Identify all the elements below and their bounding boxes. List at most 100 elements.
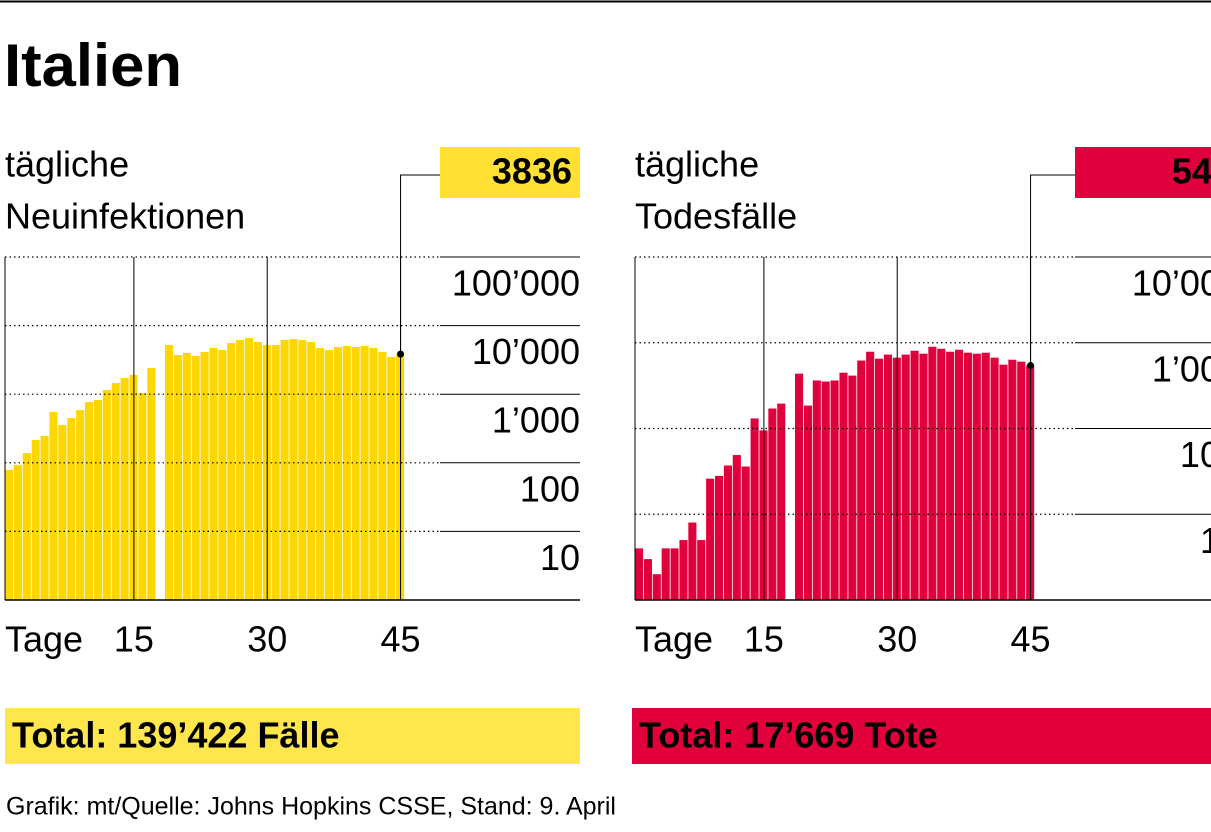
bar [298, 340, 307, 600]
x-tick-label: 30 [877, 619, 917, 660]
total-label: Total: 17’669 Tote [639, 715, 938, 756]
bar [910, 350, 919, 600]
bar [31, 439, 40, 600]
bar [688, 522, 697, 600]
chart-subtitle: Neuinfektionen [5, 196, 245, 237]
bar [715, 475, 724, 600]
y-tick-label: 100 [1180, 434, 1211, 475]
chart-subtitle: tägliche [635, 144, 759, 185]
callout-value: 3836 [492, 151, 572, 192]
y-tick-label: 1’000 [1152, 348, 1211, 389]
bar [49, 412, 58, 600]
bar [723, 465, 732, 600]
bar [236, 340, 245, 600]
callout-box [1075, 147, 1211, 198]
bar [165, 345, 174, 600]
bar [955, 349, 964, 600]
y-tick-label: 100’000 [452, 263, 580, 304]
bar [1017, 361, 1026, 600]
bar [732, 455, 741, 600]
bar [928, 346, 937, 600]
bar [209, 348, 218, 600]
bar [901, 354, 910, 600]
bar [812, 380, 821, 600]
callout-leader [400, 174, 440, 355]
bar [830, 380, 839, 600]
bar [120, 378, 129, 600]
page-title: Italien [4, 32, 182, 99]
bar [325, 350, 334, 600]
bar [821, 381, 830, 600]
bar [307, 341, 316, 600]
bar [280, 340, 289, 600]
bar [111, 383, 120, 600]
callout-leader [1030, 174, 1075, 366]
bar [661, 548, 670, 600]
bar [946, 351, 955, 600]
bar [5, 469, 14, 600]
bar [93, 400, 102, 600]
bar [253, 341, 262, 600]
bar [387, 356, 396, 600]
y-tick-label: 100 [520, 468, 580, 509]
y-tick-label: 10’000 [1132, 263, 1211, 304]
bar [919, 353, 928, 600]
x-axis-label: Tage [635, 619, 713, 660]
bar [972, 353, 981, 600]
callout-dot [397, 350, 405, 358]
bar [369, 348, 378, 600]
bar [963, 352, 972, 600]
bar [777, 403, 786, 600]
bar [848, 375, 857, 600]
bar [76, 409, 85, 600]
bar [839, 372, 848, 600]
bar [697, 540, 706, 600]
y-tick-label: 10 [540, 537, 580, 578]
bar [706, 478, 715, 600]
x-axis-label: Tage [5, 619, 83, 660]
bar [13, 464, 22, 600]
bar [289, 338, 298, 600]
bar [875, 358, 884, 600]
bar [768, 408, 777, 600]
bar [200, 351, 209, 600]
bar [866, 351, 875, 600]
bar [635, 548, 644, 600]
x-tick-label: 30 [247, 619, 287, 660]
bar [67, 417, 76, 600]
bar [803, 405, 812, 600]
bar [990, 357, 999, 600]
callout-box [440, 147, 580, 198]
bar [937, 348, 946, 600]
x-tick-label: 45 [381, 619, 421, 660]
bar [351, 346, 360, 600]
bar [643, 559, 652, 600]
bar [360, 345, 369, 600]
bar [333, 346, 342, 600]
chart-subtitle: tägliche [5, 144, 129, 185]
bar [173, 355, 182, 600]
bar [670, 548, 679, 600]
bar [40, 435, 49, 600]
bar [857, 360, 866, 600]
bar [102, 390, 111, 600]
bar [182, 352, 191, 600]
callout-dot [1027, 362, 1035, 370]
bar [652, 574, 661, 600]
bar [795, 373, 804, 600]
source-note: Grafik: mt/Quelle: Johns Hopkins CSSE, S… [6, 793, 616, 821]
bar [999, 364, 1008, 600]
bar [271, 345, 280, 600]
bar [191, 355, 200, 600]
bar [218, 350, 227, 600]
y-tick-label: 10’000 [472, 331, 580, 372]
bar [138, 393, 147, 600]
total-box [5, 708, 580, 764]
bar [22, 452, 31, 600]
bar [147, 367, 156, 600]
x-tick-label: 15 [744, 619, 784, 660]
bar [741, 466, 750, 600]
bar [58, 424, 67, 600]
bar [316, 348, 325, 600]
